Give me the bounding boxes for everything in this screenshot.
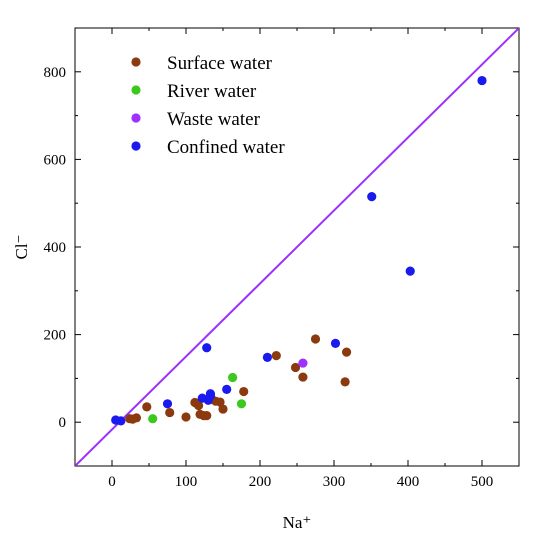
confined-water-point [367,192,377,202]
river-water-point [228,372,238,383]
confined-water-point [222,384,232,394]
x-tick-label: 400 [397,474,420,490]
y-tick-label: 400 [44,240,67,256]
confined-water-point [116,416,126,426]
legend: Surface water River water Waste water Confi… [131,53,285,158]
y-tick-label: 800 [44,65,67,81]
legend-marker-confined-water [131,141,141,151]
surface-water-point [181,412,191,422]
reference-line [75,28,519,466]
x-tick-label: 500 [471,474,494,490]
surface-water-point [340,377,350,387]
surface-water-point [131,413,142,423]
y-tick-label: 200 [44,328,67,344]
axis-ticks [74,27,520,467]
surface-water-point [298,372,308,382]
legend-marker-waste-water [131,113,141,123]
legend-marker-river-water [131,85,141,95]
confined-water-point [205,389,216,399]
river-water-point [236,399,247,409]
surface-water-point [202,411,212,421]
legend-label-waste-water: Waste water [167,109,261,130]
confined-water-point [477,75,487,86]
x-axis-title: Na⁺ [283,513,312,532]
legend-label-surface-water: Surface water [167,53,273,74]
y-axis-title: Cl⁻ [12,234,31,259]
surface-water-point [193,400,204,411]
x-tick-label: 0 [108,474,116,490]
confined-water-point [405,266,415,276]
surface-water-point [142,402,152,412]
confined-water-point [202,343,212,353]
x-tick-label: 300 [323,474,346,490]
confined-water-point [262,352,272,362]
confined-water-point [162,399,173,409]
data-points [111,75,487,426]
x-tick-label: 200 [249,474,272,490]
surface-water-point [239,386,249,397]
confined-water-point [330,338,341,348]
surface-water-point [271,351,281,361]
waste-water-point [298,358,308,368]
surface-water-point [215,397,225,407]
y-tick-label: 0 [59,415,67,431]
y-tick-label: 600 [44,152,67,168]
x-tick-label: 100 [175,474,198,490]
surface-water-point [341,347,352,357]
river-water-point [148,414,158,424]
legend-marker-surface-water [131,57,141,67]
surface-water-point [165,407,175,418]
legend-label-river-water: River water [167,81,257,102]
surface-water-point [218,404,228,414]
legend-label-confined-water: Confined water [167,137,285,158]
surface-water-point [290,362,301,373]
surface-water-point [310,334,321,344]
axis-tick-labels: 0 100 200 300 400 500 0 200 400 600 800 [44,65,494,490]
